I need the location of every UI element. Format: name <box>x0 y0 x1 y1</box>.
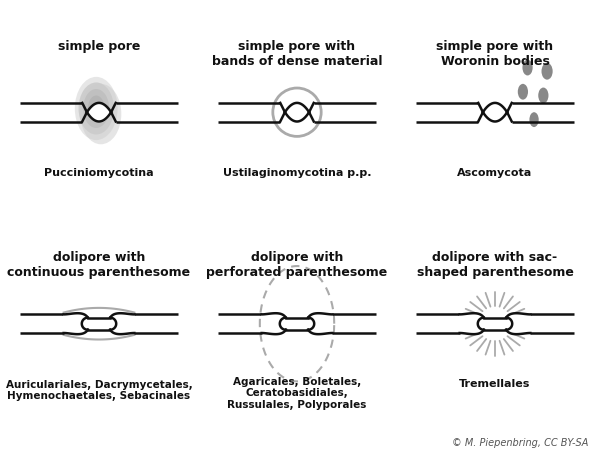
Ellipse shape <box>542 63 553 80</box>
Polygon shape <box>262 313 286 334</box>
Ellipse shape <box>88 95 104 122</box>
Polygon shape <box>460 313 484 334</box>
Text: Auriculariales, Dacrymycetales,
Hymenochaetales, Sebacinales: Auriculariales, Dacrymycetales, Hymenoch… <box>5 380 193 401</box>
Polygon shape <box>506 313 530 334</box>
Text: dolipore with
perforated parenthesome: dolipore with perforated parenthesome <box>206 251 388 279</box>
Ellipse shape <box>529 112 539 127</box>
Ellipse shape <box>79 82 114 135</box>
Text: Tremellales: Tremellales <box>460 379 530 389</box>
Text: Ascomycota: Ascomycota <box>457 168 533 178</box>
Ellipse shape <box>538 88 548 104</box>
Ellipse shape <box>518 84 528 99</box>
Text: simple pore with
Woronin bodies: simple pore with Woronin bodies <box>436 40 554 68</box>
Ellipse shape <box>523 60 533 76</box>
Polygon shape <box>110 313 134 334</box>
Text: simple pore: simple pore <box>58 40 140 53</box>
Text: dolipore with
continuous parenthesome: dolipore with continuous parenthesome <box>7 251 191 279</box>
Ellipse shape <box>83 89 109 128</box>
Polygon shape <box>64 313 88 334</box>
Ellipse shape <box>75 77 118 140</box>
Text: Ustilaginomycotina p.p.: Ustilaginomycotina p.p. <box>223 168 371 178</box>
Text: dolipore with sac-
shaped parenthesome: dolipore with sac- shaped parenthesome <box>416 251 574 279</box>
Ellipse shape <box>80 84 121 144</box>
Text: Agaricales, Boletales,
Ceratobasidiales,
Russulales, Polyporales: Agaricales, Boletales, Ceratobasidiales,… <box>227 377 367 410</box>
Text: © M. Piepenbring, CC BY-SA: © M. Piepenbring, CC BY-SA <box>452 438 588 448</box>
Text: simple pore with
bands of dense material: simple pore with bands of dense material <box>212 40 382 68</box>
Text: Pucciniomycotina: Pucciniomycotina <box>44 168 154 178</box>
Polygon shape <box>308 313 332 334</box>
